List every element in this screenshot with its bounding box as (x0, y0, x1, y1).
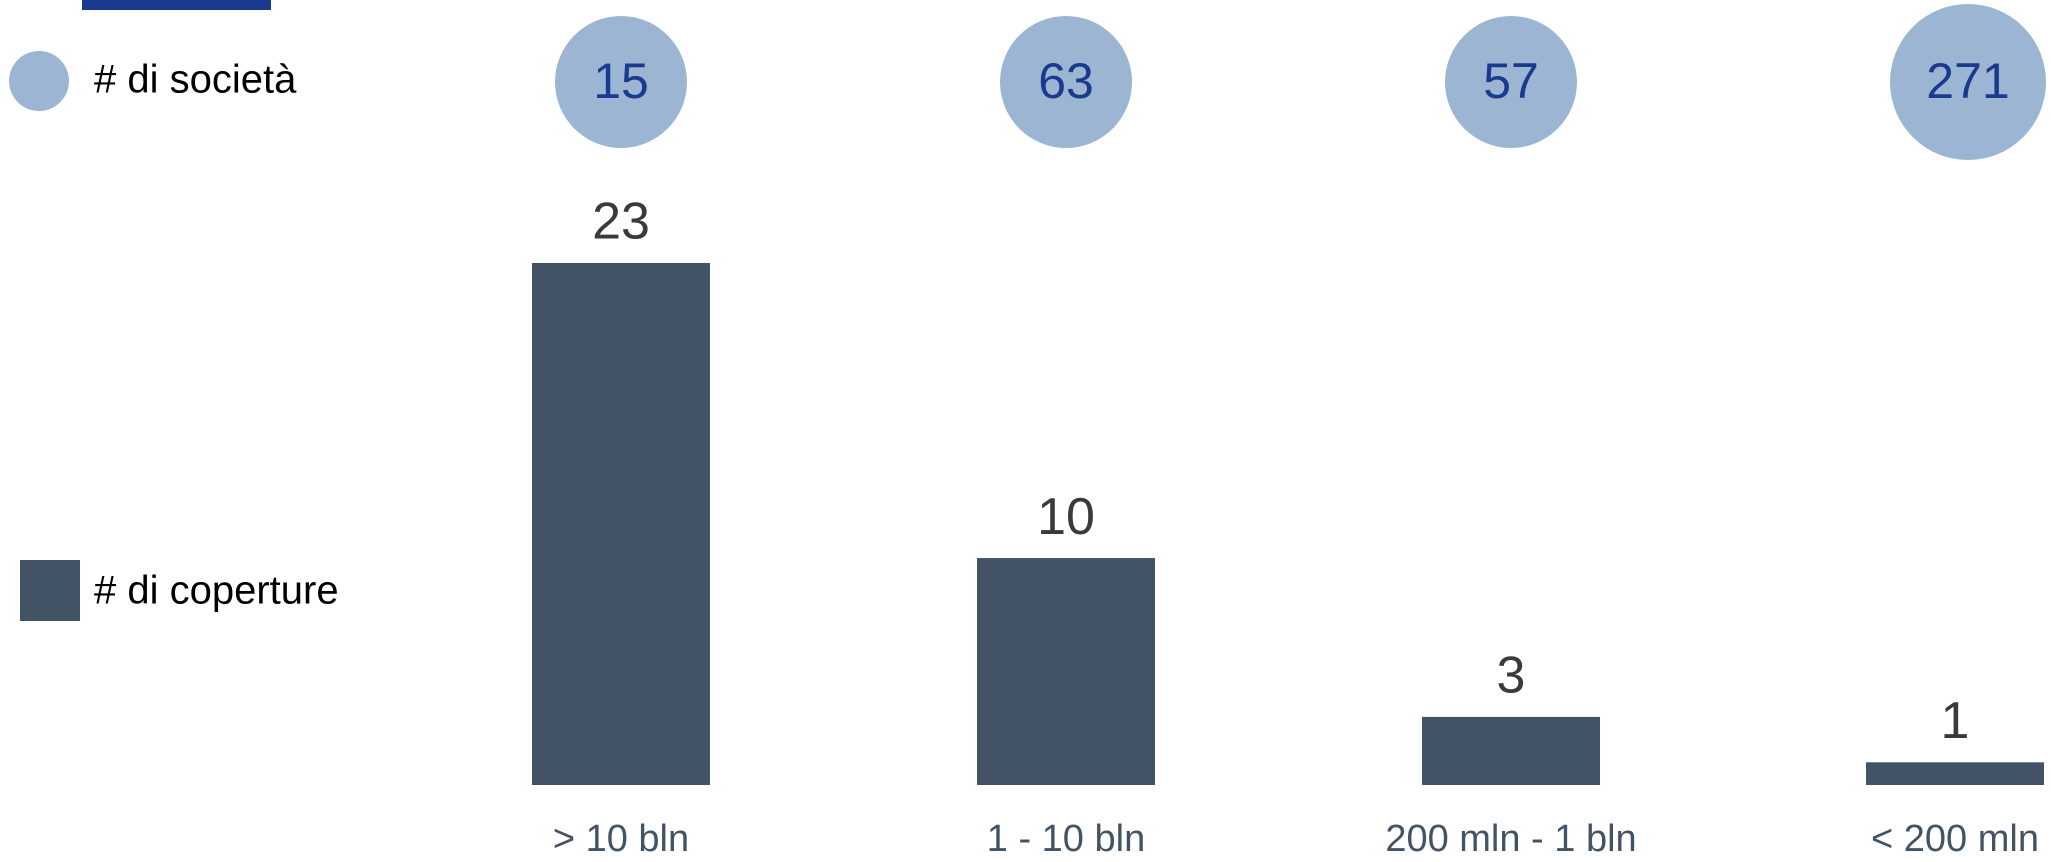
bar (532, 263, 710, 785)
bubble (1890, 4, 2046, 160)
legend-swatch (20, 560, 80, 621)
legend-label: # di coperture (94, 569, 339, 613)
bar-value-label: 23 (592, 193, 650, 251)
x-tick-label: 1 - 10 bln (987, 818, 1145, 860)
bubble-value-label: 63 (1038, 53, 1094, 109)
bar-value-label: 1 (1941, 692, 1970, 750)
bar-value-label: 3 (1497, 647, 1526, 705)
bubble-value-label: 271 (1926, 53, 2009, 109)
bar (1422, 716, 1600, 785)
x-tick-label: < 200 mln (1871, 818, 2039, 860)
bubble (1000, 16, 1132, 148)
bubble-value-label: 57 (1483, 53, 1539, 109)
bubble (555, 16, 687, 148)
bubble-value-label: 15 (593, 53, 649, 109)
legend-swatch (9, 51, 69, 111)
bubble (1445, 16, 1577, 148)
bar (1866, 762, 2044, 785)
x-tick-label: > 10 bln (553, 818, 689, 860)
bar (977, 558, 1155, 785)
legend-label: # di società (94, 58, 297, 102)
header-accent (82, 0, 271, 10)
bar-value-label: 10 (1037, 488, 1095, 546)
x-tick-label: 200 mln - 1 bln (1385, 818, 1636, 860)
